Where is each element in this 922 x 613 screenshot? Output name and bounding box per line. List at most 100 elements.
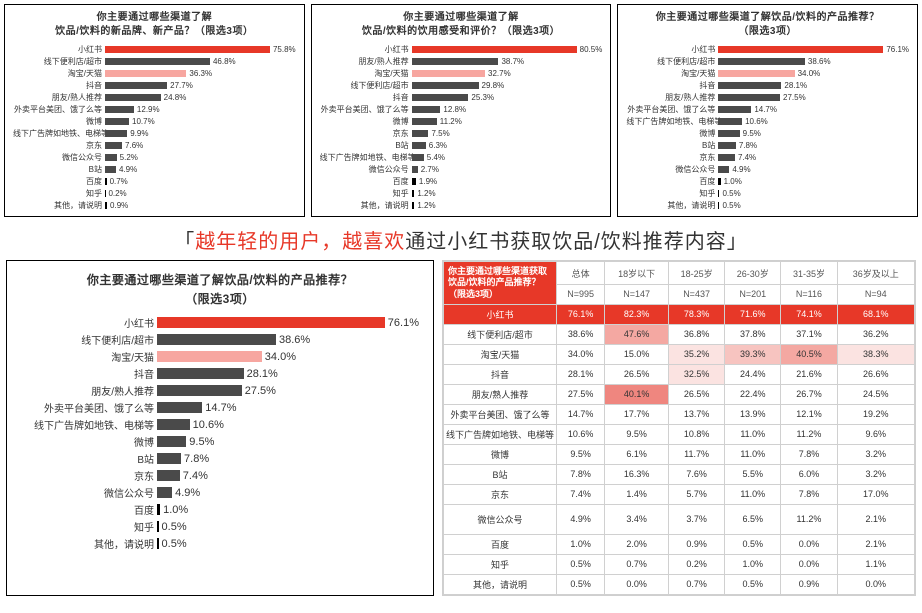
table-col-head: 31-35岁 — [781, 262, 837, 285]
bar-track: 25.3% — [412, 93, 603, 102]
bar-label: B站 — [626, 140, 718, 151]
table-cell: 10.6% — [557, 424, 605, 444]
bar-fill — [718, 70, 794, 77]
bar-row: 抖音27.7% — [13, 80, 296, 91]
bar-track: 7.4% — [718, 153, 909, 162]
bar-row: 微博 9.5% — [626, 128, 909, 139]
bar-label: 微博 — [626, 128, 718, 139]
table-cell: 11.2% — [781, 504, 837, 534]
bar-track: 27.5% — [157, 384, 419, 398]
bar-track: 7.5% — [412, 129, 603, 138]
bar-fill — [718, 106, 751, 113]
table-row: 微博9.5%6.1%11.7%11.0%7.8%3.2% — [444, 444, 915, 464]
table-col-head: 18-25岁 — [668, 262, 724, 285]
table-cell: 3.2% — [837, 444, 914, 464]
bar-value: 4.9% — [732, 165, 750, 174]
bar-label: 抖音 — [626, 80, 718, 91]
bar-row: 线下便利店/超市38.6% — [21, 332, 419, 347]
table-cell: 11.0% — [725, 444, 781, 464]
table-row-label: 微博 — [444, 444, 557, 464]
bar-fill — [718, 94, 780, 101]
bar-row: 外卖平台美团、饿了么等14.7% — [21, 400, 419, 415]
bar-label: 其他，请说明 — [320, 200, 412, 211]
table-cell: 12.1% — [781, 404, 837, 424]
bar-track: 6.3% — [412, 141, 603, 150]
table-cell: 71.6% — [725, 304, 781, 324]
bar-row: 朋友/熟人推荐38.7% — [320, 56, 603, 67]
bar-fill — [412, 142, 426, 149]
table-cell: 32.5% — [668, 364, 724, 384]
table-cell: 9.6% — [837, 424, 914, 444]
table-cell: 40.1% — [605, 384, 669, 404]
table-col-head: 26-30岁 — [725, 262, 781, 285]
table-cell: 2.1% — [837, 504, 914, 534]
bar-row: 知乎0.2% — [13, 188, 296, 199]
bar-label: 其他，请说明 — [21, 536, 157, 551]
table-cell: 7.4% — [557, 484, 605, 504]
bar-value: 5.4% — [427, 153, 445, 162]
bar-value: 7.4% — [183, 470, 208, 482]
table-row: 微信公众号4.9%3.4%3.7%6.5%11.2%2.1% — [444, 504, 915, 534]
bar-track: 5.2% — [105, 153, 296, 162]
bar-fill — [105, 94, 161, 101]
bar-row: 淘宝/天猫36.3% — [13, 68, 296, 79]
bar-label: 外卖平台美团、饿了么等 — [320, 104, 412, 115]
table-n-row: N=201 — [725, 285, 781, 305]
table-cell: 0.5% — [725, 534, 781, 554]
bar-label: 线下广告牌如地铁、电梯等 — [21, 417, 157, 432]
bar-label: 京东 — [13, 140, 105, 151]
bar-fill — [105, 46, 270, 53]
table-col-head: 36岁及以上 — [837, 262, 914, 285]
bar-track: 27.7% — [105, 81, 296, 90]
bar-value: 9.5% — [743, 129, 761, 138]
bar-value: 5.2% — [120, 153, 138, 162]
bar-value: 27.7% — [170, 81, 193, 90]
table-cell: 36.8% — [668, 324, 724, 344]
table-cell: 0.0% — [605, 574, 669, 594]
bar-row: 淘宝/天猫32.7% — [320, 68, 603, 79]
bar-value: 12.8% — [443, 105, 466, 114]
table-row-label: 朋友/熟人推荐 — [444, 384, 557, 404]
bar-value: 9.5% — [189, 436, 214, 448]
table-row-label: 抖音 — [444, 364, 557, 384]
bar-fill — [105, 118, 129, 125]
headline: 「越年轻的用户，越喜欢通过小红书获取饮品/饮料推荐内容」 — [0, 225, 922, 254]
table-n-row: N=995 — [557, 285, 605, 305]
bar-row: 百度0.7% — [13, 176, 296, 187]
bar-value: 10.6% — [193, 419, 224, 431]
table-row-label: 淘宝/天猫 — [444, 344, 557, 364]
table-cell: 7.8% — [781, 484, 837, 504]
bar-value: 0.7% — [110, 177, 128, 186]
bar-label: 京东 — [320, 128, 412, 139]
table-row: 其他，请说明0.5%0.0%0.7%0.5%0.9%0.0% — [444, 574, 915, 594]
table-row: 抖音28.1%26.5%32.5%24.4%21.6%26.6% — [444, 364, 915, 384]
bar-track: 12.8% — [412, 105, 603, 114]
headline-rest: 通过小红书获取饮品/饮料推荐内容」 — [405, 231, 748, 253]
bar-value: 7.8% — [184, 453, 209, 465]
top-charts-row: 你主要通过哪些渠道了解饮品/饮料的新品牌、新产品？（限选3项）小红书75.8%线… — [0, 0, 922, 221]
bar-track: 0.7% — [105, 177, 296, 186]
bar-row: 京东7.4% — [21, 468, 419, 483]
bar-fill — [157, 538, 159, 549]
table-cell: 26.7% — [781, 384, 837, 404]
bar-track: 7.4% — [157, 469, 419, 483]
table-cell: 11.0% — [725, 424, 781, 444]
bar-row: 外卖平台美团、饿了么等12.9% — [13, 104, 296, 115]
bar-track: 4.9% — [157, 486, 419, 500]
table-row-label: 知乎 — [444, 554, 557, 574]
bar-row: 朋友/熟人推荐24.8% — [13, 92, 296, 103]
bar-fill — [157, 402, 202, 413]
bar-track: 1.9% — [412, 177, 603, 186]
small-chart-0: 你主要通过哪些渠道了解饮品/饮料的新品牌、新产品？（限选3项）小红书75.8%线… — [4, 4, 305, 217]
table-col-head: 总体 — [557, 262, 605, 285]
bar-track: 36.3% — [105, 69, 296, 78]
bar-row: 百度1.0% — [626, 176, 909, 187]
bar-fill — [412, 166, 418, 173]
table-cell: 1.0% — [725, 554, 781, 574]
bar-value: 12.9% — [137, 105, 160, 114]
bar-value: 10.7% — [132, 117, 155, 126]
bar-fill — [157, 385, 242, 396]
bar-track: 46.8% — [105, 57, 296, 66]
table-cell: 3.4% — [605, 504, 669, 534]
bar-value: 0.5% — [722, 189, 740, 198]
